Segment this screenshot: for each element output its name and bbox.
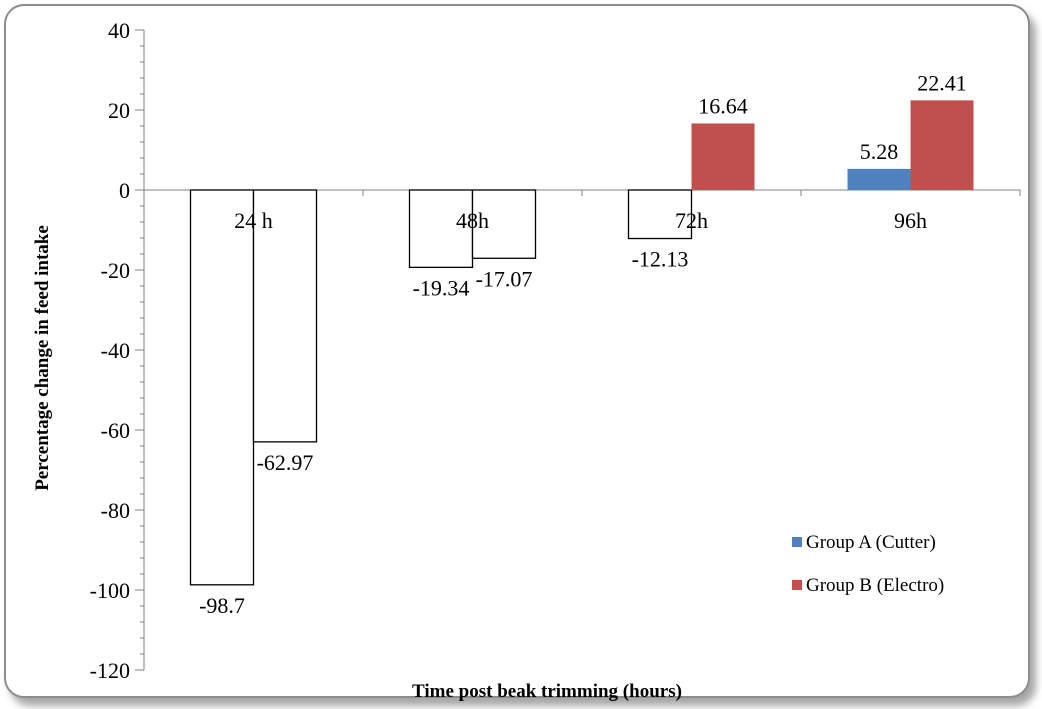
legend-label-group-a: Group A (Cutter) [806,532,936,553]
y-tick-label: -100 [90,578,130,603]
bar-group-b [691,123,755,190]
legend-label-group-b: Group B (Electro) [806,575,944,596]
bar-group-a [847,168,911,190]
data-label-group-b: 22.41 [917,70,967,95]
x-category-label: 48h [456,208,489,233]
legend-swatch-group-b [792,580,802,590]
bar-group-b [910,100,974,190]
x-category-label: 24 h [234,208,273,233]
x-axis-title: Time post beak trimming (hours) [412,681,682,702]
bar-group-b [252,189,318,443]
bar-group-a [408,189,474,269]
legend: Group A (Cutter) Group B (Electro) [792,532,944,596]
data-label-group-a: 5.28 [860,139,899,164]
data-labels: -98.7 -62.97 24 h -19.34 -17.07 48h -12.13 16.6… [199,70,967,617]
bars [189,100,974,586]
y-tick-label: 0 [119,178,130,203]
y-tick-label: -20 [101,258,130,283]
x-category-label: 72h [675,208,708,233]
y-tick-label: 40 [108,18,130,43]
y-tick-label: -120 [90,658,130,683]
bar-group-a [189,189,255,586]
y-tick-label: -80 [101,498,130,523]
y-tick-label: -40 [101,338,130,363]
legend-swatch-group-a [792,537,802,547]
bar-group-a [627,189,693,240]
data-label-group-b: -17.07 [476,266,533,291]
y-tick-label: -60 [101,418,130,443]
y-axis-title: Percentage change in feed intake [32,225,53,491]
chart-frame [4,4,1030,698]
x-category-label: 96h [894,208,927,233]
data-label-group-b: 16.64 [698,93,748,118]
bar-group-b [471,189,537,259]
data-label-group-b: -62.97 [257,450,314,475]
data-label-group-a: -98.7 [199,593,245,618]
data-label-group-a: -19.34 [413,275,470,300]
y-tick-label: 20 [108,98,130,123]
data-label-group-a: -12.13 [632,247,689,272]
